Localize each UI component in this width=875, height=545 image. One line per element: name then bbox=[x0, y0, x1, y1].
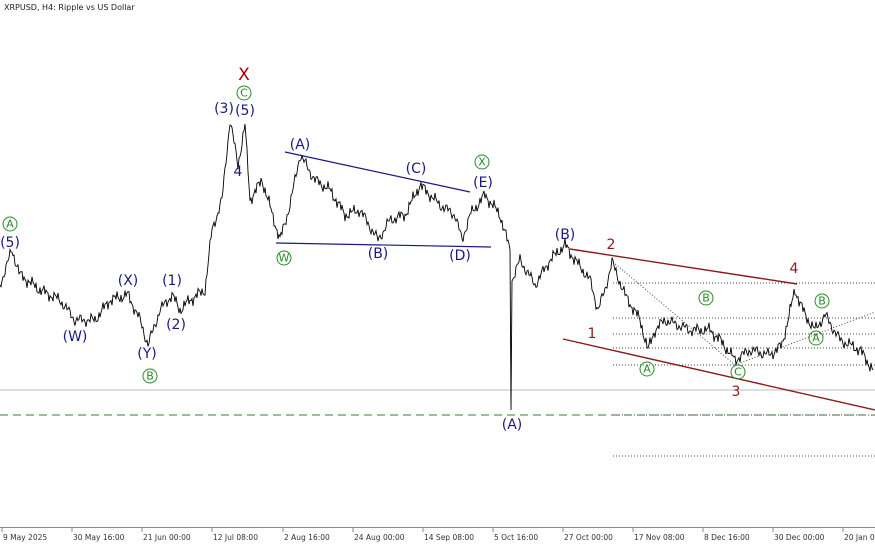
x-tick-label: 20 Jan 08 bbox=[844, 533, 875, 542]
wave-circle bbox=[639, 361, 655, 377]
wave-label: C bbox=[240, 87, 248, 100]
wave-label: (X) bbox=[118, 273, 139, 289]
wave-label: B bbox=[146, 370, 154, 383]
wave-label: (W) bbox=[63, 329, 88, 345]
x-tick-label: 9 May 2025 bbox=[3, 533, 47, 542]
wave-label: W bbox=[279, 252, 290, 265]
x-tick-label: 14 Sep 08:00 bbox=[424, 533, 474, 542]
wave-circle bbox=[698, 290, 714, 306]
x-tick-label: 12 Jul 08:00 bbox=[213, 533, 258, 542]
x-tick-label: 8 Dec 16:00 bbox=[704, 533, 750, 542]
wave-label: (D) bbox=[449, 248, 471, 264]
wave-label: B bbox=[702, 292, 710, 305]
wave-label: A bbox=[812, 332, 820, 345]
wave-label: 2 bbox=[607, 237, 616, 253]
wave-circle bbox=[2, 216, 18, 232]
channel-lines bbox=[562, 248, 875, 411]
wave-label: (A) bbox=[502, 417, 523, 433]
wave-circle bbox=[236, 85, 252, 101]
wave-label: (Y) bbox=[137, 346, 156, 362]
x-tick-label: 21 Jun 00:00 bbox=[143, 533, 191, 542]
wave-label: (E) bbox=[473, 175, 493, 191]
triangle-lines bbox=[275, 151, 492, 248]
wave-label: 4 bbox=[790, 261, 799, 277]
wave-label: A bbox=[6, 218, 14, 231]
wave-label: (C) bbox=[406, 161, 427, 177]
wave-label: X bbox=[238, 65, 250, 85]
x-tick-label: 17 Nov 08:00 bbox=[634, 533, 685, 542]
wave-label: (5) bbox=[0, 235, 20, 251]
wave-label: (5) bbox=[235, 103, 255, 119]
x-tick-label: 30 May 16:00 bbox=[73, 533, 125, 542]
x-tick-label: 5 Oct 16:00 bbox=[494, 533, 538, 542]
wave-label: (1) bbox=[162, 273, 182, 289]
wave-circle bbox=[142, 368, 158, 384]
wave-circle bbox=[808, 330, 824, 346]
wave-label: A bbox=[643, 363, 651, 376]
wave-label: C bbox=[734, 366, 742, 379]
wave-label: (B) bbox=[555, 227, 576, 243]
chart-title: XRPUSD, H4: Ripple vs US Dollar bbox=[4, 3, 135, 12]
x-tick-label: 24 Aug 00:00 bbox=[354, 533, 405, 542]
wave-circle bbox=[474, 154, 490, 170]
fib-levels bbox=[612, 261, 875, 457]
wave-label: (B) bbox=[368, 246, 389, 262]
x-tick-label: 30 Dec 00:00 bbox=[774, 533, 825, 542]
wave-label: 3 bbox=[732, 384, 741, 400]
wave-circle bbox=[814, 293, 830, 309]
wave-label: 1 bbox=[588, 326, 597, 342]
wave-label: (2) bbox=[166, 317, 186, 333]
price-line bbox=[0, 123, 874, 411]
wave-circle bbox=[730, 364, 746, 380]
wave-label: B bbox=[818, 295, 826, 308]
x-tick-label: 2 Aug 16:00 bbox=[284, 533, 330, 542]
wave-label: 4 bbox=[234, 164, 243, 180]
wave-label: X bbox=[478, 156, 486, 169]
labels: (5)(W)(X)(Y)(1)(2)(3) (5)4(A)(C)(E)(B) (D)… bbox=[0, 65, 830, 433]
wave-label: (3) bbox=[214, 101, 234, 117]
wave-circle bbox=[276, 250, 292, 266]
wave-label: (A) bbox=[290, 137, 311, 153]
x-tick-label: 27 Oct 00:00 bbox=[564, 533, 613, 542]
